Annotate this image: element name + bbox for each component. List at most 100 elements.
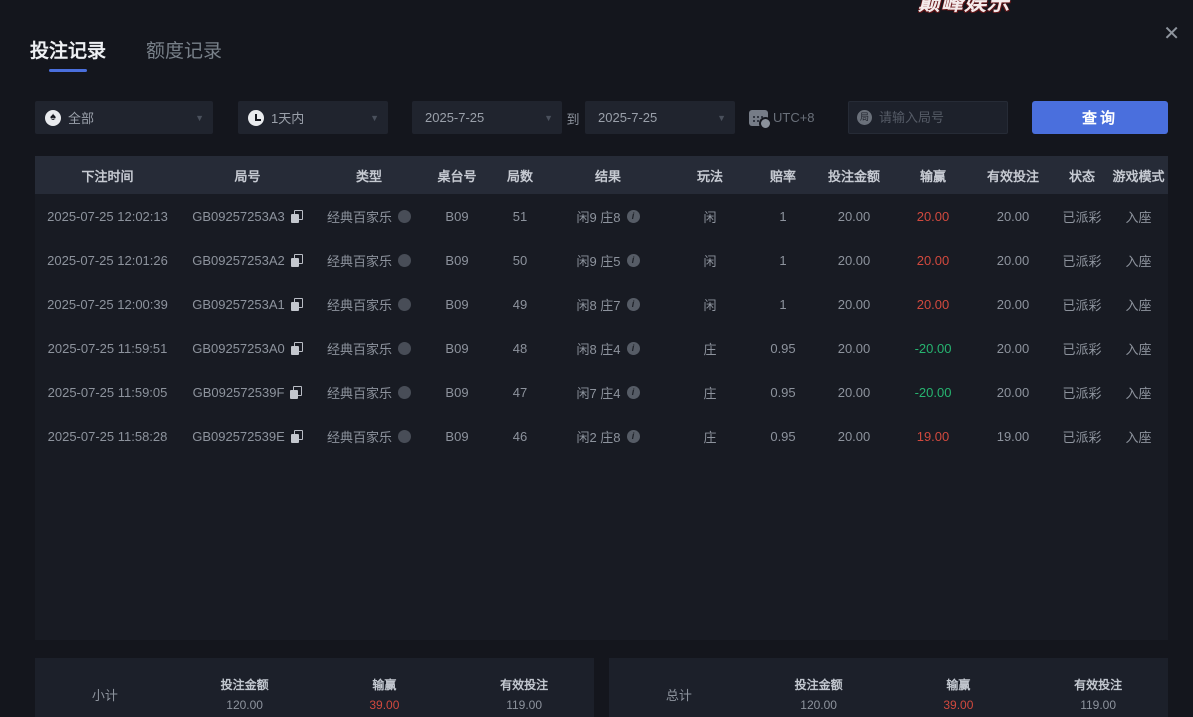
result-cell: 闲8 庄4 i xyxy=(549,339,667,358)
header-odds: 赔率 xyxy=(769,168,796,184)
game-type-cell: 经典百家乐 xyxy=(315,427,423,446)
play: 闲 xyxy=(703,253,717,269)
table-row: 2025-07-25 11:58:28 GB092572539E 经典百家乐 B… xyxy=(35,414,1168,458)
round-no: 51 xyxy=(512,208,528,224)
table-no: B09 xyxy=(445,340,469,356)
tab-quota-records[interactable]: 额度记录 xyxy=(146,36,222,63)
game-logo-icon xyxy=(398,385,411,399)
game-type-value: 全部 xyxy=(68,111,95,126)
bet-amount-label: 投注金额 xyxy=(794,678,843,692)
result-cell: 闲9 庄5 i xyxy=(549,251,667,270)
win-loss-label: 输赢 xyxy=(946,678,971,692)
tab-betting-records[interactable]: 投注记录 xyxy=(30,36,106,72)
query-button[interactable]: 查询 xyxy=(1032,101,1168,134)
brand-logo: 巅峰娱乐 xyxy=(918,0,1018,13)
status: 已派彩 xyxy=(1062,209,1102,225)
round-number-input[interactable] xyxy=(879,110,999,125)
round-search-box: 局 xyxy=(848,101,1008,134)
info-icon[interactable]: i xyxy=(626,297,640,311)
game-mode: 入座 xyxy=(1125,341,1152,357)
info-icon[interactable]: i xyxy=(626,209,640,223)
header-valid-bet: 有效投注 xyxy=(986,168,1039,184)
round-id-cell: GB09257253A1 xyxy=(180,297,315,312)
bet-time: 2025-07-25 12:00:39 xyxy=(47,296,168,312)
bet-amount-value: 120.00 xyxy=(800,698,837,712)
copy-icon[interactable] xyxy=(290,253,303,267)
play: 闲 xyxy=(703,209,717,225)
calendar-clock-icon xyxy=(749,109,772,130)
round-id: GB09257253A0 xyxy=(192,340,285,356)
copy-icon[interactable] xyxy=(290,385,303,399)
info-icon[interactable]: i xyxy=(626,253,640,267)
win-loss-value: 39.00 xyxy=(369,698,400,712)
copy-icon[interactable] xyxy=(290,209,303,223)
time-range-select[interactable]: 1天内 ▼ xyxy=(238,101,388,134)
header-type: 类型 xyxy=(355,168,382,184)
game-type-cell: 经典百家乐 xyxy=(315,295,423,314)
valid-bet-label: 有效投注 xyxy=(500,678,549,692)
date-to-picker[interactable]: 2025-7-25 ▼ xyxy=(585,101,735,134)
betting-records-table: 下注时间 局号 类型 桌台号 局数 结果 玩法 赔率 投注金额 输赢 有效投注 … xyxy=(35,156,1168,640)
copy-icon[interactable] xyxy=(290,429,303,443)
table-no: B09 xyxy=(445,208,469,224)
result: 闲7 庄4 xyxy=(576,385,621,401)
subtotal-win-loss: 输赢 39.00 xyxy=(315,676,455,712)
status: 已派彩 xyxy=(1062,385,1102,401)
game-type-select[interactable]: ♠ 全部 ▼ xyxy=(35,101,213,134)
status: 已派彩 xyxy=(1062,341,1102,357)
table-no: B09 xyxy=(445,296,469,312)
bet-time: 2025-07-25 11:58:28 xyxy=(47,428,168,444)
active-tab-underline xyxy=(49,69,87,72)
game-type: 经典百家乐 xyxy=(326,429,392,445)
round-id: GB092572539F xyxy=(192,384,285,400)
win-loss: 20.00 xyxy=(916,208,950,224)
subtotal-panel: 小计 投注金额 120.00 输赢 39.00 有效投注 119.00 xyxy=(35,658,594,717)
odds: 0.95 xyxy=(770,384,796,400)
header-bet-amount: 投注金额 xyxy=(827,168,880,184)
info-icon[interactable]: i xyxy=(626,429,640,443)
game-logo-icon xyxy=(398,297,411,311)
play: 闲 xyxy=(703,297,717,313)
round-id: GB092572539E xyxy=(192,428,285,444)
bet-amount: 20.00 xyxy=(837,340,871,356)
copy-icon[interactable] xyxy=(290,341,303,355)
round-id-cell: GB09257253A2 xyxy=(180,253,315,268)
game-logo-icon xyxy=(398,429,411,443)
valid-bet: 20.00 xyxy=(996,340,1030,356)
bet-time: 2025-07-25 12:02:13 xyxy=(47,208,168,224)
game-mode: 入座 xyxy=(1125,429,1152,445)
timezone-label: UTC+8 xyxy=(773,110,815,125)
win-loss: 20.00 xyxy=(916,252,950,268)
close-icon[interactable]: ✕ xyxy=(1163,23,1180,45)
date-from-picker[interactable]: 2025-7-25 ▼ xyxy=(412,101,562,134)
game-type-cell: 经典百家乐 xyxy=(315,251,423,270)
result: 闲8 庄4 xyxy=(576,341,621,357)
header-status: 状态 xyxy=(1068,168,1095,184)
valid-bet-label: 有效投注 xyxy=(1074,678,1123,692)
copy-icon[interactable] xyxy=(290,297,303,311)
game-type: 经典百家乐 xyxy=(326,341,392,357)
date-from-value: 2025-7-25 xyxy=(425,110,485,125)
summary-bar: 小计 投注金额 120.00 输赢 39.00 有效投注 119.00 总计 投… xyxy=(35,658,1168,717)
bet-amount: 20.00 xyxy=(837,252,871,268)
total-bet-amount: 投注金额 120.00 xyxy=(749,676,889,712)
table-header-row: 下注时间 局号 类型 桌台号 局数 结果 玩法 赔率 投注金额 输赢 有效投注 … xyxy=(35,156,1168,194)
spade-icon: ♠ xyxy=(45,109,61,126)
game-mode: 入座 xyxy=(1125,385,1152,401)
round-id-cell: GB09257253A3 xyxy=(180,209,315,224)
game-mode: 入座 xyxy=(1125,253,1152,269)
round-no: 49 xyxy=(512,296,528,312)
valid-bet: 19.00 xyxy=(996,428,1030,444)
bet-amount: 20.00 xyxy=(837,384,871,400)
valid-bet: 20.00 xyxy=(996,384,1030,400)
result-cell: 闲7 庄4 i xyxy=(549,383,667,402)
subtotal-valid-bet: 有效投注 119.00 xyxy=(454,676,594,712)
game-type: 经典百家乐 xyxy=(326,297,392,313)
game-type: 经典百家乐 xyxy=(326,209,392,225)
result: 闲9 庄8 xyxy=(576,209,621,225)
play: 庄 xyxy=(703,385,717,401)
table-row: 2025-07-25 12:02:13 GB09257253A3 经典百家乐 B… xyxy=(35,194,1168,238)
info-icon[interactable]: i xyxy=(626,385,640,399)
info-icon[interactable]: i xyxy=(626,341,640,355)
